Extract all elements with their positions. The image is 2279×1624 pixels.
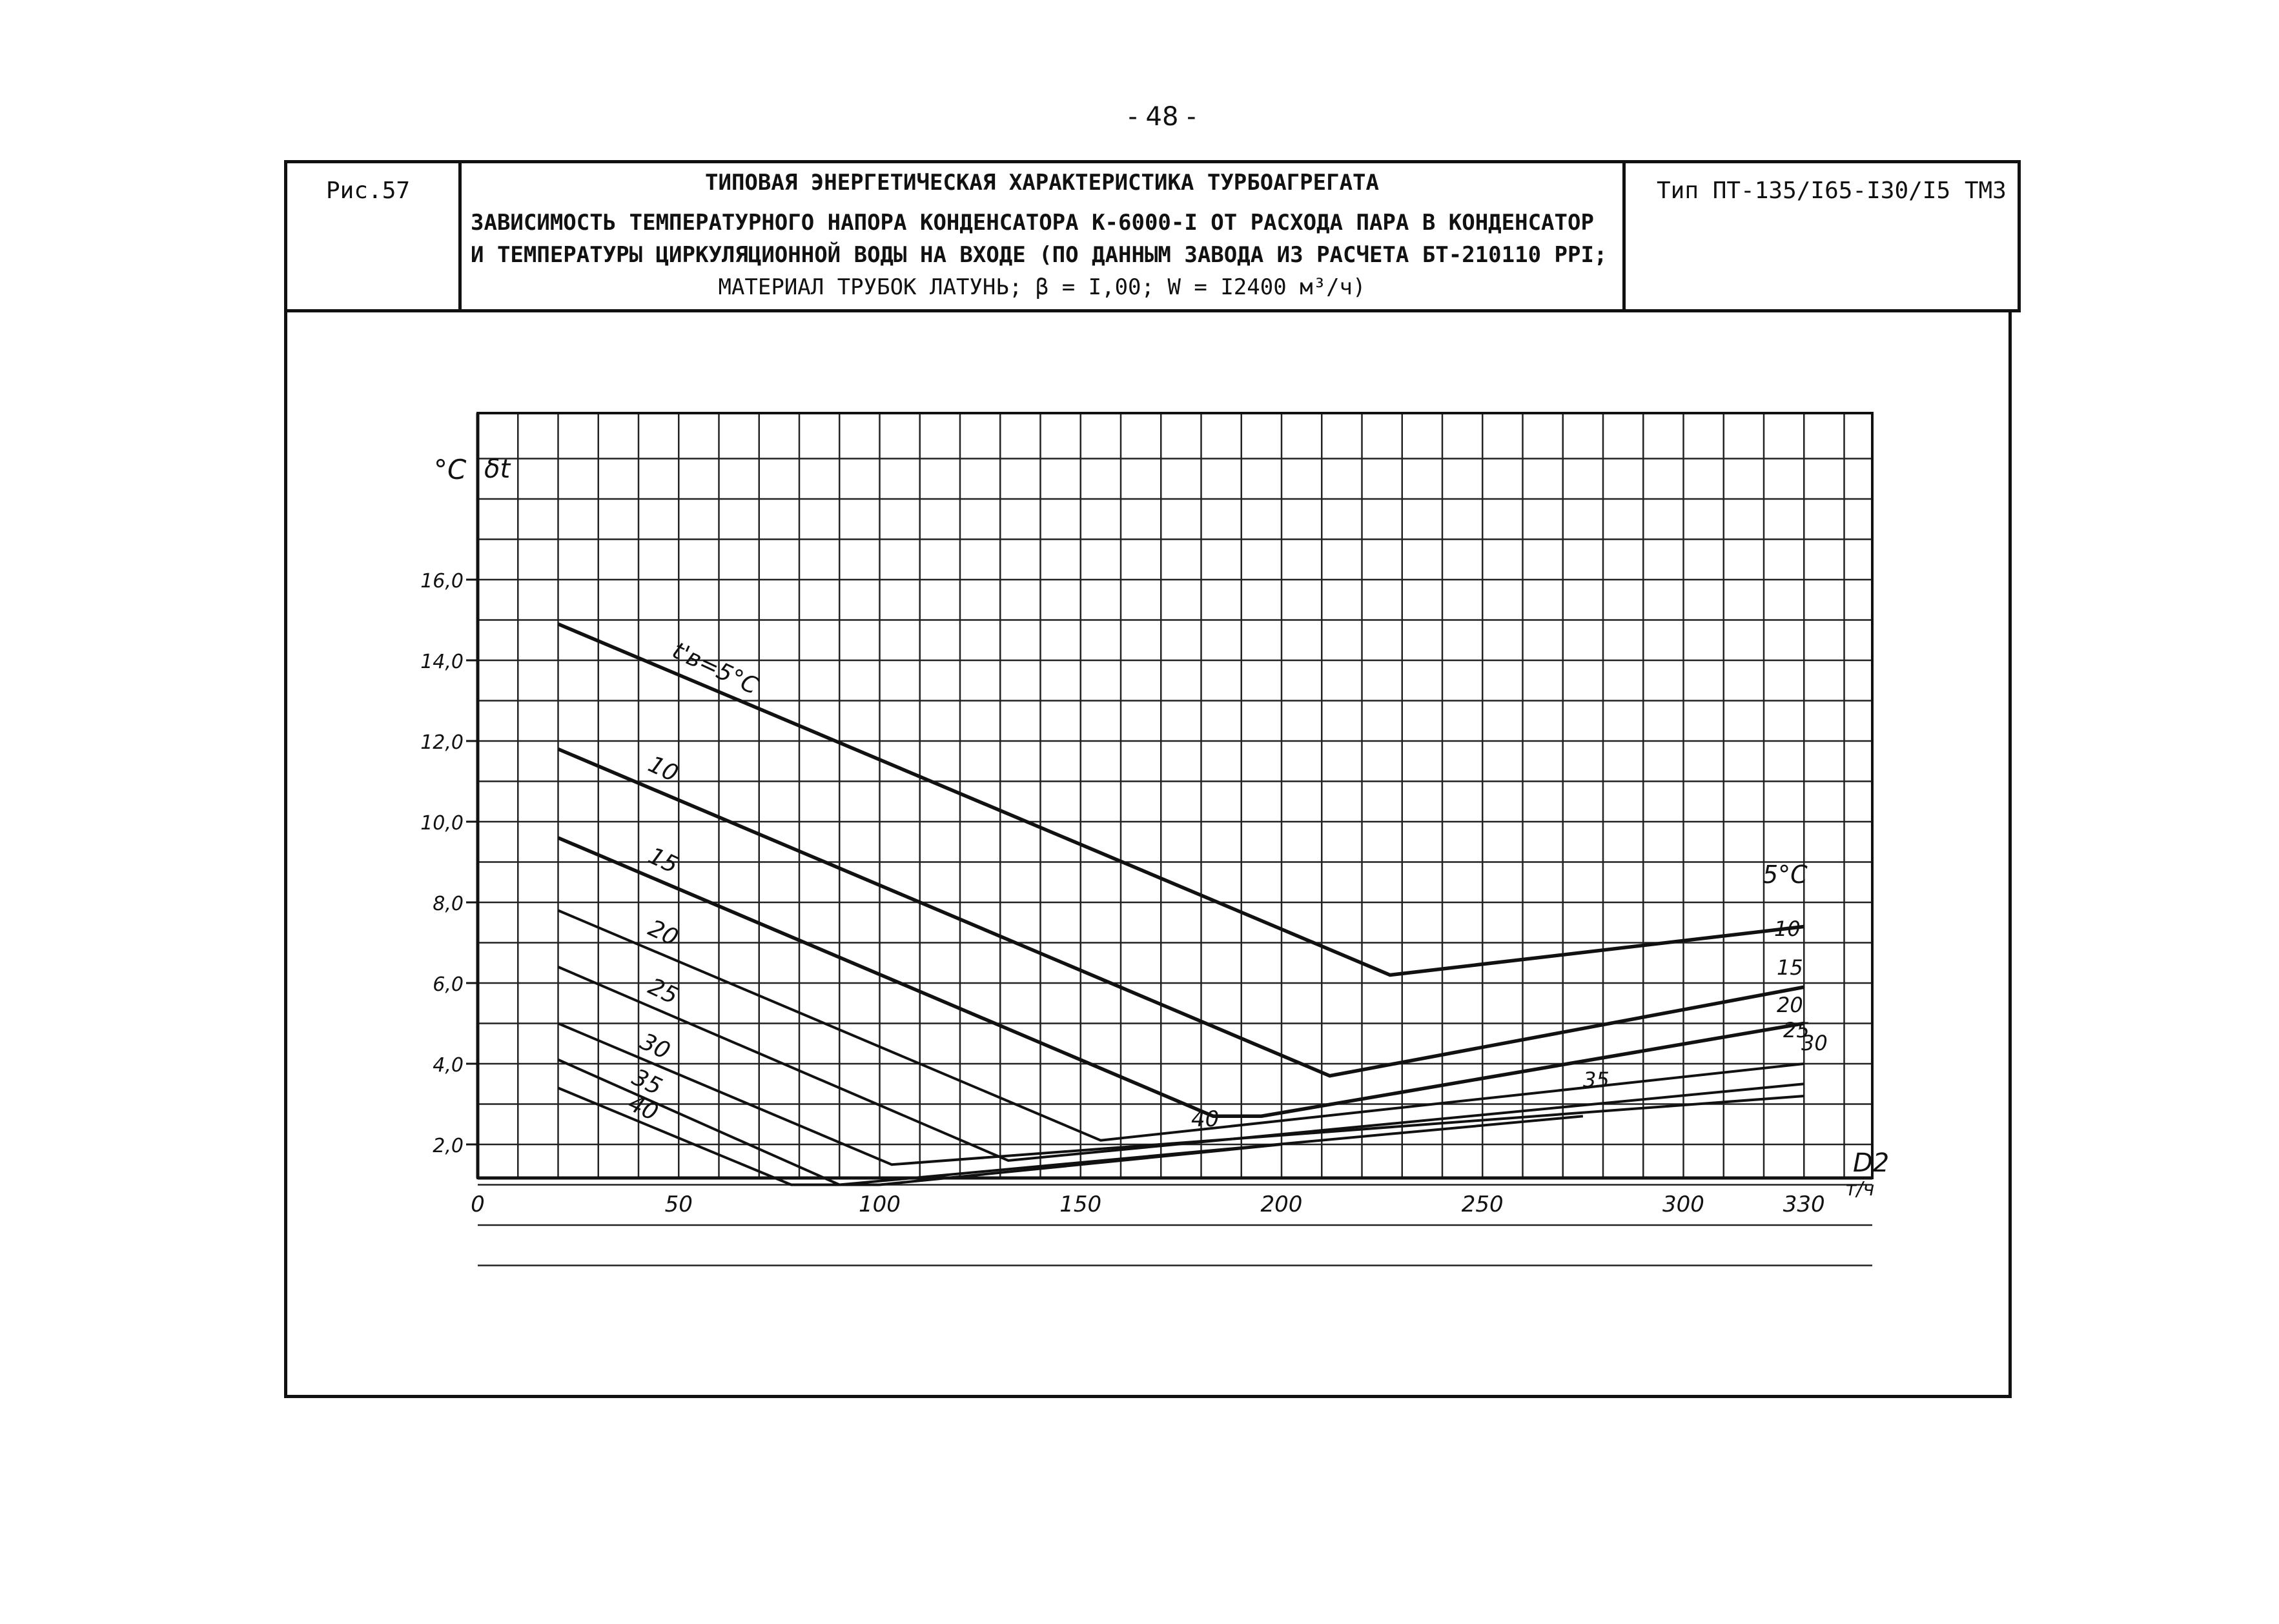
end-label-35: 35 bbox=[1583, 1068, 1610, 1092]
figure-label: Рис.57 bbox=[326, 178, 411, 204]
y-tick-label: 6,0 bbox=[433, 973, 464, 996]
description-cell: ТИПОВАЯ ЭНЕРГЕТИЧЕСКАЯ ХАРАКТЕРИСТИКА ТУ… bbox=[462, 163, 1626, 309]
series-line-30 bbox=[557, 1022, 1804, 1166]
y-axis-label: δt bbox=[484, 454, 511, 484]
curve-label-25: 25 bbox=[644, 973, 682, 1010]
page-number: - 48 - bbox=[1128, 102, 1196, 132]
x-unit-label: т/ч bbox=[1845, 1178, 1874, 1201]
description-line-1: ЗАВИСИМОСТЬ ТЕМПЕРАТУРНОГО НАПОРА КОНДЕН… bbox=[471, 210, 1594, 236]
description-line-2: И ТЕМПЕРАТУРЫ ЦИРКУЛЯЦИОННОЙ ВОДЫ НА ВХО… bbox=[471, 242, 1608, 268]
type-cell: Тип ПТ-135/I65-I30/I5 ТМЗ bbox=[1626, 163, 2018, 309]
chart-axes bbox=[466, 412, 1874, 1180]
y-unit-label: °C bbox=[434, 454, 467, 485]
end-label-15: 15 bbox=[1777, 955, 1803, 980]
description-line-3: МАТЕРИАЛ ТРУБОК ЛАТУНЬ; β = I,00; W = I2… bbox=[718, 274, 1366, 300]
x-tick-label: 200 bbox=[1261, 1192, 1303, 1217]
curve-label-15: 15 bbox=[644, 842, 682, 879]
curve-label-40-bottom: 40 bbox=[1191, 1106, 1219, 1132]
series-line-15 bbox=[557, 836, 1804, 1118]
series-line-40 bbox=[557, 1086, 1282, 1186]
chart-series bbox=[557, 622, 1804, 1186]
end-label-5: 5°C bbox=[1763, 860, 1808, 889]
y-tick-label: 8,0 bbox=[433, 893, 464, 915]
end-label-30: 30 bbox=[1801, 1031, 1828, 1055]
end-label-25: 25 bbox=[1783, 1018, 1810, 1042]
y-tick-label: 16,0 bbox=[420, 570, 464, 593]
y-tick-label: 10,0 bbox=[420, 812, 464, 835]
x-tick-label: 300 bbox=[1662, 1192, 1704, 1217]
curve-label-20: 20 bbox=[644, 915, 682, 952]
x-tick-label: 100 bbox=[859, 1192, 901, 1217]
figure-cell: Рис.57 bbox=[287, 163, 462, 309]
title-block: Рис.57 ТИПОВАЯ ЭНЕРГЕТИЧЕСКАЯ ХАРАКТЕРИС… bbox=[284, 160, 2021, 312]
chart-grid bbox=[476, 413, 1872, 1266]
x-tick-label: 250 bbox=[1462, 1192, 1504, 1217]
x-tick-label: 50 bbox=[665, 1192, 693, 1217]
y-tick-label: 4,0 bbox=[433, 1054, 464, 1077]
end-label-10: 10 bbox=[1774, 917, 1801, 941]
series-line-20 bbox=[557, 909, 1804, 1142]
y-tick-label: 12,0 bbox=[420, 731, 464, 754]
series-line-5 bbox=[557, 622, 1804, 977]
series-line-25 bbox=[557, 966, 1804, 1162]
x-tick-label: 0 bbox=[471, 1192, 485, 1217]
x-axis-label: D2 bbox=[1853, 1148, 1889, 1178]
x-tick-label: 150 bbox=[1059, 1192, 1101, 1217]
y-tick-label: 2,0 bbox=[433, 1135, 464, 1157]
y-tick-label: 14,0 bbox=[420, 651, 464, 673]
x-tick-label: 330 bbox=[1783, 1192, 1825, 1217]
turbine-type-label: Тип ПТ-135/I65-I30/I5 ТМЗ bbox=[1657, 178, 2007, 204]
chart-labels: 2,0 4,0 6,0 8,0 10,0 12,0 14,0 16,0 0 50 100 150 200… bbox=[420, 454, 1889, 1217]
end-label-20: 20 bbox=[1777, 993, 1803, 1017]
series-line-10 bbox=[557, 747, 1804, 1078]
chart-heading: ТИПОВАЯ ЭНЕРГЕТИЧЕСКАЯ ХАРАКТЕРИСТИКА ТУ… bbox=[705, 170, 1379, 196]
